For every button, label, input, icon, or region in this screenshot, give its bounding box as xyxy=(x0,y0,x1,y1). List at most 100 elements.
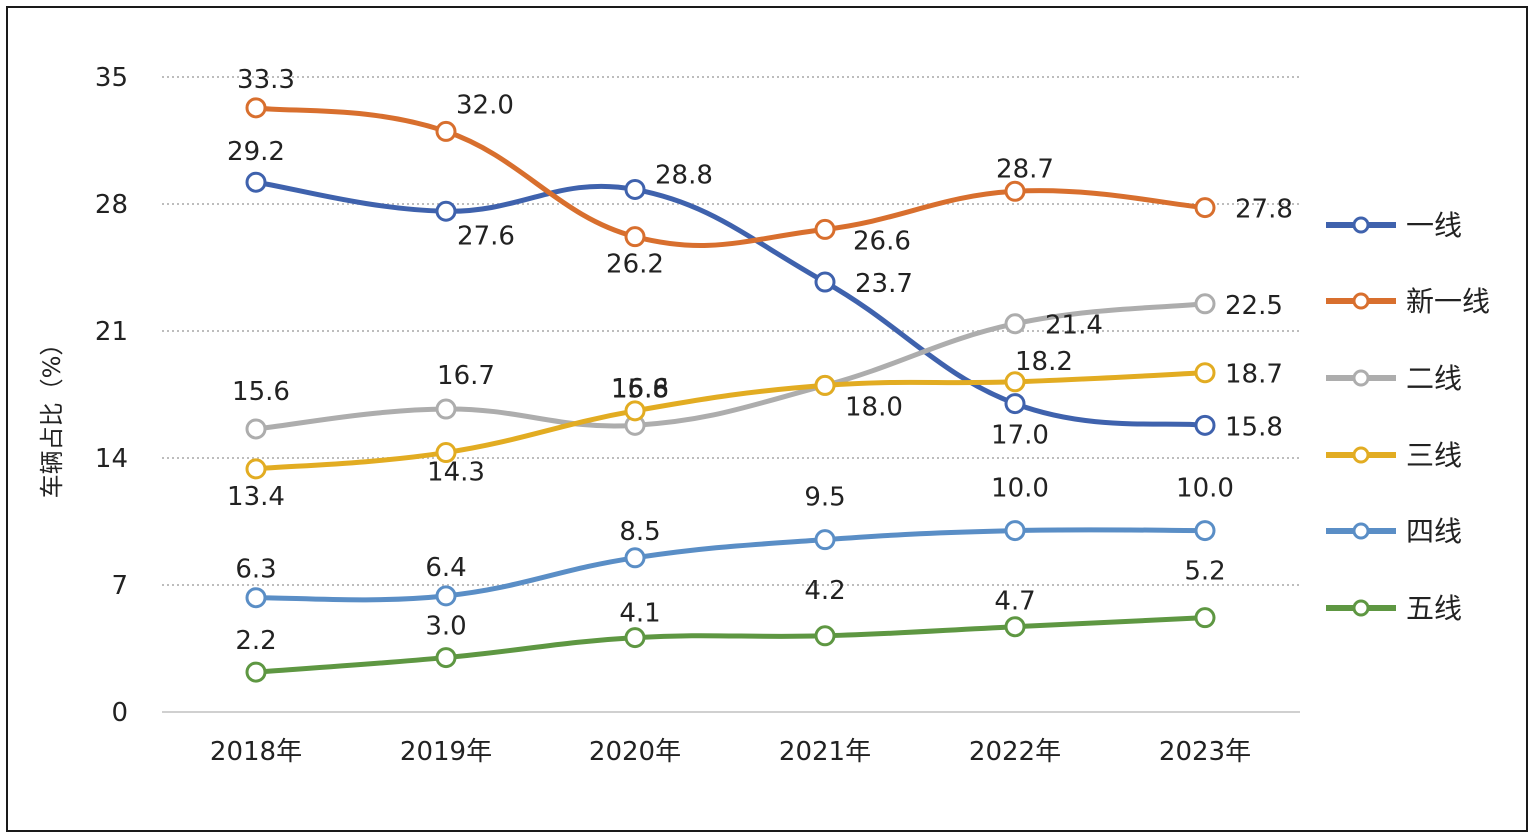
data-point xyxy=(814,271,836,293)
series-line xyxy=(253,370,1208,472)
data-point xyxy=(435,585,457,607)
legend-marker xyxy=(1352,292,1370,310)
data-label: 13.4 xyxy=(227,482,285,512)
series-line xyxy=(253,527,1208,603)
data-label: 4.2 xyxy=(804,576,845,606)
data-point xyxy=(1194,607,1216,629)
data-label: 14.3 xyxy=(427,458,485,488)
data-point xyxy=(624,400,646,422)
data-label: 28.8 xyxy=(655,160,713,190)
legend-label: 五线 xyxy=(1406,592,1462,625)
data-point xyxy=(435,200,457,222)
data-labels: 29.2 27.6 28.8 23.7 17.0 15.8 33.3 32.0 26.2 26.6… xyxy=(227,65,1293,656)
data-point xyxy=(624,178,646,200)
data-point xyxy=(1194,293,1216,315)
data-label: 3.0 xyxy=(425,612,466,642)
x-tick-label: 2019年 xyxy=(400,737,492,767)
data-label: 16.7 xyxy=(437,361,495,391)
data-label: 29.2 xyxy=(227,137,285,167)
series-line xyxy=(253,301,1208,432)
data-point xyxy=(1004,313,1026,335)
y-tick-label: 7 xyxy=(111,571,128,601)
data-label: 26.2 xyxy=(606,250,664,280)
data-point xyxy=(624,547,646,569)
data-label: 17.0 xyxy=(991,421,1049,451)
data-label: 27.8 xyxy=(1235,195,1293,225)
data-point xyxy=(435,442,457,464)
data-label: 18.7 xyxy=(1225,360,1283,390)
data-label: 16.6 xyxy=(611,374,669,404)
data-label: 2.2 xyxy=(235,626,276,656)
legend-label: 二线 xyxy=(1406,362,1462,395)
data-label: 18.2 xyxy=(1015,347,1073,377)
data-point xyxy=(1194,414,1216,436)
data-point xyxy=(245,458,267,480)
data-point xyxy=(1194,520,1216,542)
x-tick-label: 2021年 xyxy=(779,737,871,767)
series xyxy=(245,97,1216,683)
data-label: 5.2 xyxy=(1184,557,1225,587)
data-label: 10.0 xyxy=(991,474,1049,504)
legend-label: 四线 xyxy=(1406,515,1462,548)
x-tick-label: 2022年 xyxy=(969,737,1061,767)
grid xyxy=(162,76,1300,586)
series-line xyxy=(253,179,1208,428)
y-tick-label: 14 xyxy=(95,444,128,474)
data-point xyxy=(1194,197,1216,219)
legend-marker xyxy=(1352,216,1370,234)
series-line xyxy=(253,105,1208,248)
legend-label: 三线 xyxy=(1406,439,1462,472)
data-point xyxy=(1004,393,1026,415)
data-point xyxy=(245,587,267,609)
axes: 0 7 14 21 28 35 2018年 2019年 2020年 2021年 2022年 2023年 xyxy=(95,63,1300,767)
data-label: 6.3 xyxy=(235,555,276,585)
data-point xyxy=(814,218,836,240)
y-axis-title: 车辆占比（%） xyxy=(38,332,66,499)
x-tick-label: 2023年 xyxy=(1159,737,1251,767)
data-point xyxy=(624,226,646,248)
data-point xyxy=(435,398,457,420)
data-point xyxy=(624,627,646,649)
data-label: 21.4 xyxy=(1045,311,1103,341)
y-tick-label: 28 xyxy=(95,190,128,220)
legend-label: 一线 xyxy=(1406,209,1462,242)
y-tick-label: 35 xyxy=(95,63,128,93)
data-label: 33.3 xyxy=(237,65,295,95)
data-point xyxy=(245,171,267,193)
data-point xyxy=(245,418,267,440)
data-point xyxy=(814,374,836,396)
x-tick-label: 2018年 xyxy=(210,737,302,767)
data-label: 4.7 xyxy=(994,587,1035,617)
legend-label: 新一线 xyxy=(1406,285,1490,318)
data-label: 6.4 xyxy=(425,553,466,583)
data-label: 23.7 xyxy=(855,269,913,299)
data-label: 15.8 xyxy=(1225,412,1283,442)
legend-marker xyxy=(1352,599,1370,617)
data-label: 32.0 xyxy=(456,90,514,120)
data-label: 18.0 xyxy=(845,392,903,422)
data-label: 9.5 xyxy=(804,483,845,513)
data-point xyxy=(1004,616,1026,638)
legend-marker xyxy=(1352,446,1370,464)
data-label: 10.0 xyxy=(1176,474,1234,504)
data-point xyxy=(245,661,267,683)
data-point xyxy=(435,647,457,669)
data-label: 4.1 xyxy=(619,599,660,629)
chart-frame xyxy=(6,6,1528,832)
data-point xyxy=(1004,371,1026,393)
legend-marker xyxy=(1352,522,1370,540)
data-label: 8.5 xyxy=(619,517,660,547)
data-label: 26.6 xyxy=(853,226,911,256)
data-point xyxy=(814,625,836,647)
data-point xyxy=(245,97,267,119)
data-label: 15.6 xyxy=(232,377,290,407)
data-point xyxy=(814,529,836,551)
data-label: 15.8 xyxy=(611,374,669,404)
y-tick-label: 21 xyxy=(95,317,128,347)
data-point xyxy=(1004,180,1026,202)
legend-marker xyxy=(1352,369,1370,387)
data-point xyxy=(435,120,457,142)
data-label: 27.6 xyxy=(457,221,515,251)
